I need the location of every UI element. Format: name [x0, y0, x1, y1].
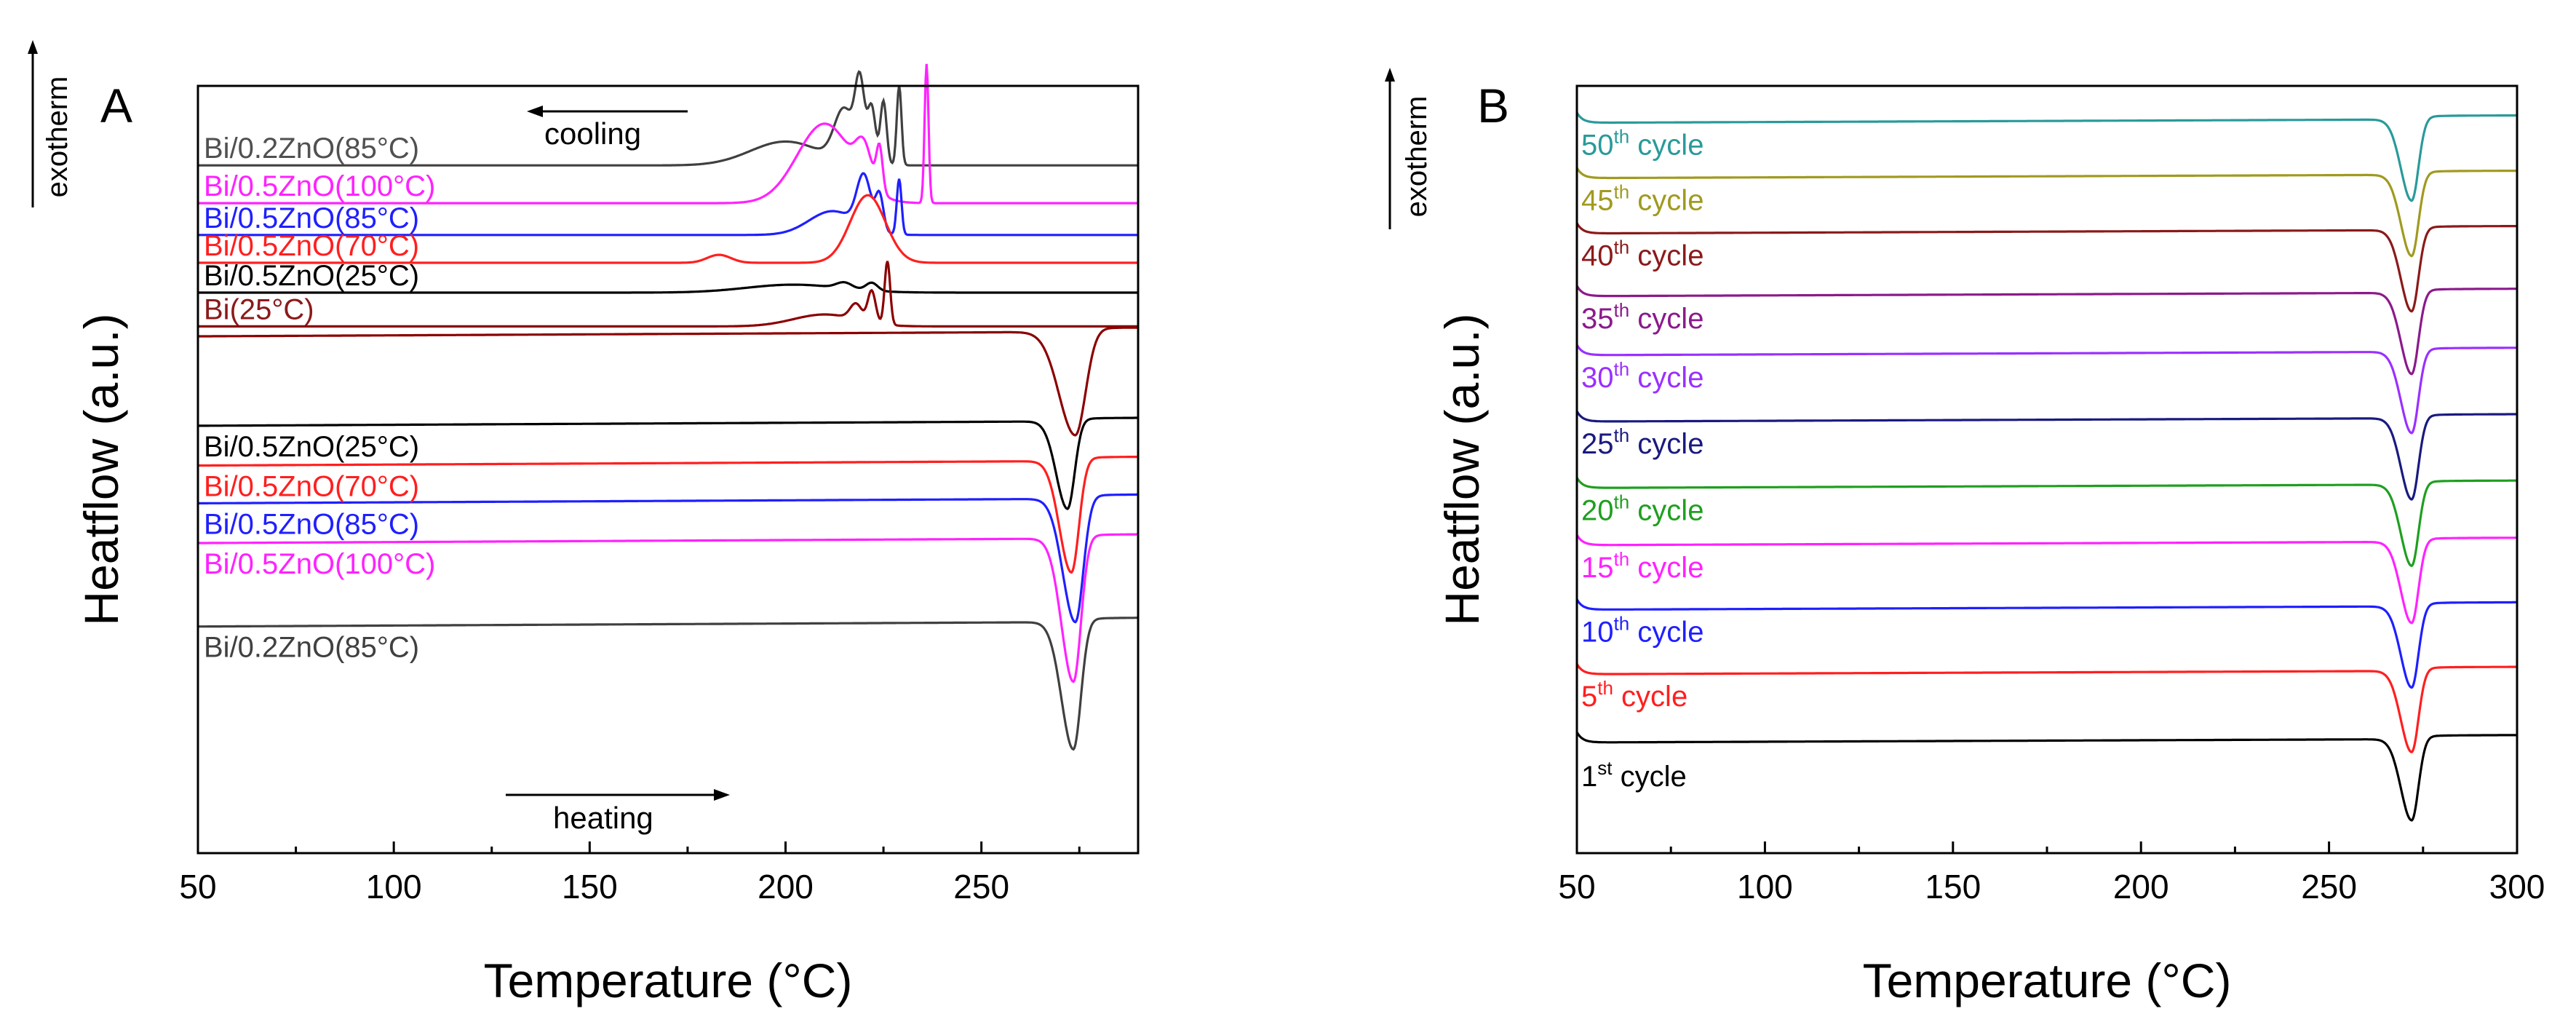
- panel-b-label: B: [1477, 79, 1509, 132]
- panel-b-x-tick-label-100: 100: [1737, 868, 1793, 906]
- panel-a-cooling-curve-2: [198, 63, 1138, 205]
- panel-b-curves: [1575, 111, 2518, 822]
- panel-a-cooling-curve-6: [198, 261, 1138, 328]
- panel-b-cycle-label-40: 40th cycle: [1581, 237, 1704, 272]
- panel-b-x-tick-label-50: 50: [1558, 868, 1595, 906]
- panel-a-x-axis-title: Temperature (°C): [484, 954, 853, 1007]
- panel-a-cooling-curve-5: [198, 280, 1138, 294]
- panel-a-x-tick-label-200: 200: [758, 868, 814, 906]
- panel-b-x-ticks: 50 100 150 200 250 300: [1558, 841, 2545, 906]
- panel-a-heating-curve-1: [197, 326, 1138, 437]
- panel-a-y-axis-title: Heatflow (a.u.): [74, 313, 128, 625]
- panel-a-exotherm-arrowhead: [28, 40, 38, 54]
- panel-a-label: A: [100, 79, 132, 132]
- panel-b-cycle-curve-10: [1575, 598, 2517, 689]
- panel-a-heating-label-5: Bi/0.5ZnO(100°C): [204, 548, 435, 580]
- panel-a-curves: [197, 63, 1139, 751]
- panel-b-exotherm-label: exotherm: [1401, 96, 1433, 218]
- panel-b-cycle-curve-25: [1575, 411, 2517, 501]
- panel-a-heating-curve-5: [198, 533, 1138, 684]
- panel-a-exotherm-label: exotherm: [41, 76, 73, 198]
- panel-a-cooling-curve-4: [198, 194, 1138, 264]
- panel-b-cycle-label-15: 15th cycle: [1581, 548, 1704, 584]
- panel-b-x-tick-label-250: 250: [2301, 868, 2357, 906]
- panel-b-cycle-curve-40: [1575, 222, 2517, 313]
- panel-a-x-tick-label-50: 50: [179, 868, 216, 906]
- panel-a-cooling-label-5: Bi/0.5ZnO(25°C): [204, 260, 419, 292]
- panel-a-cooling-label-3: Bi/0.5ZnO(85°C): [204, 202, 419, 234]
- panel-b-curve-labels: 1st cycle 5th cycle 10th cycle 15th cycle 20…: [1581, 126, 1704, 793]
- panel-b: 1st cycle 5th cycle 10th cycle 15th cycle 20…: [1385, 68, 2545, 1007]
- cooling-label: cooling: [544, 116, 641, 151]
- panel-a-plot-frame: [196, 84, 1140, 855]
- panel-a-heating-curve-2: [198, 416, 1138, 510]
- panel-b-cycle-curve-30: [1575, 344, 2517, 435]
- panel-a-heating-label-2: Bi/0.5ZnO(25°C): [204, 431, 419, 463]
- panel-b-x-axis-title: Temperature (°C): [1863, 954, 2232, 1007]
- panel-b-y-axis-title: Heatflow (a.u.): [1435, 313, 1489, 625]
- panel-b-cycle-curve-20: [1575, 477, 2517, 568]
- panel-b-cycle-curve-1: [1575, 731, 2518, 822]
- panel-b-cycle-label-1: 1st cycle: [1581, 757, 1687, 793]
- panel-a-curve-labels: Bi/0.2ZnO(85°C)Bi/0.5ZnO(100°C)Bi/0.5ZnO…: [204, 132, 435, 663]
- panel-b-cycle-curve-45: [1575, 167, 2518, 258]
- panel-b-cycle-curve-5: [1575, 663, 2517, 754]
- panel-b-cycle-curve-35: [1575, 285, 2517, 376]
- panel-a-cooling-label-6: Bi(25°C): [204, 293, 314, 325]
- panel-a-x-tick-label-100: 100: [366, 868, 422, 906]
- panel-a-cooling-label-4: Bi/0.5ZnO(70°C): [204, 230, 419, 262]
- panel-b-plot-frame: [1575, 84, 2519, 855]
- panel-a-heating-curve-6: [198, 617, 1138, 751]
- panel-a-x-ticks: 50 100 150 200 250: [179, 841, 1081, 906]
- cooling-arrowhead: [527, 106, 543, 117]
- panel-a-x-tick-label-250: 250: [953, 868, 1009, 906]
- panel-b-cycle-label-45: 45th cycle: [1581, 181, 1704, 217]
- panel-a: Bi/0.2ZnO(85°C)Bi/0.5ZnO(100°C)Bi/0.5ZnO…: [28, 40, 1140, 1007]
- panel-b-cycle-label-50: 50th cycle: [1581, 126, 1704, 162]
- panel-b-cycle-label-35: 35th cycle: [1581, 299, 1704, 335]
- panel-a-cooling-label-1: Bi/0.2ZnO(85°C): [204, 132, 419, 165]
- heating-arrowhead: [714, 789, 730, 801]
- panel-a-cooling-curve-3: [198, 172, 1138, 237]
- panel-b-cycle-curve-50: [1575, 111, 2517, 202]
- panel-b-cycle-label-30: 30th cycle: [1581, 358, 1704, 394]
- heating-label: heating: [553, 801, 653, 835]
- panel-b-x-tick-label-200: 200: [2113, 868, 2169, 906]
- panel-a-cooling-curve-1: [198, 70, 1138, 167]
- panel-b-x-tick-label-150: 150: [1925, 868, 1981, 906]
- panel-a-heating-curve-4: [198, 493, 1138, 624]
- panel-b-exotherm-arrowhead: [1385, 68, 1395, 82]
- panel-a-heating-curve-3: [198, 455, 1139, 574]
- panel-a-heating-label-6: Bi/0.2ZnO(85°C): [204, 632, 419, 664]
- panel-a-heating-label-3: Bi/0.5ZnO(70°C): [204, 471, 419, 503]
- panel-b-cycle-curve-15: [1575, 534, 2518, 625]
- panel-a-cooling-label-2: Bi/0.5ZnO(100°C): [204, 170, 435, 202]
- panel-b-cycle-label-5: 5th cycle: [1581, 677, 1687, 713]
- panel-a-heating-label-4: Bi/0.5ZnO(85°C): [204, 508, 419, 540]
- panel-b-cycle-label-25: 25th cycle: [1581, 424, 1704, 460]
- panel-a-x-tick-label-150: 150: [562, 868, 618, 906]
- panel-b-x-tick-label-300: 300: [2489, 868, 2545, 906]
- panel-b-cycle-label-20: 20th cycle: [1581, 491, 1704, 526]
- panel-b-cycle-label-10: 10th cycle: [1581, 613, 1704, 649]
